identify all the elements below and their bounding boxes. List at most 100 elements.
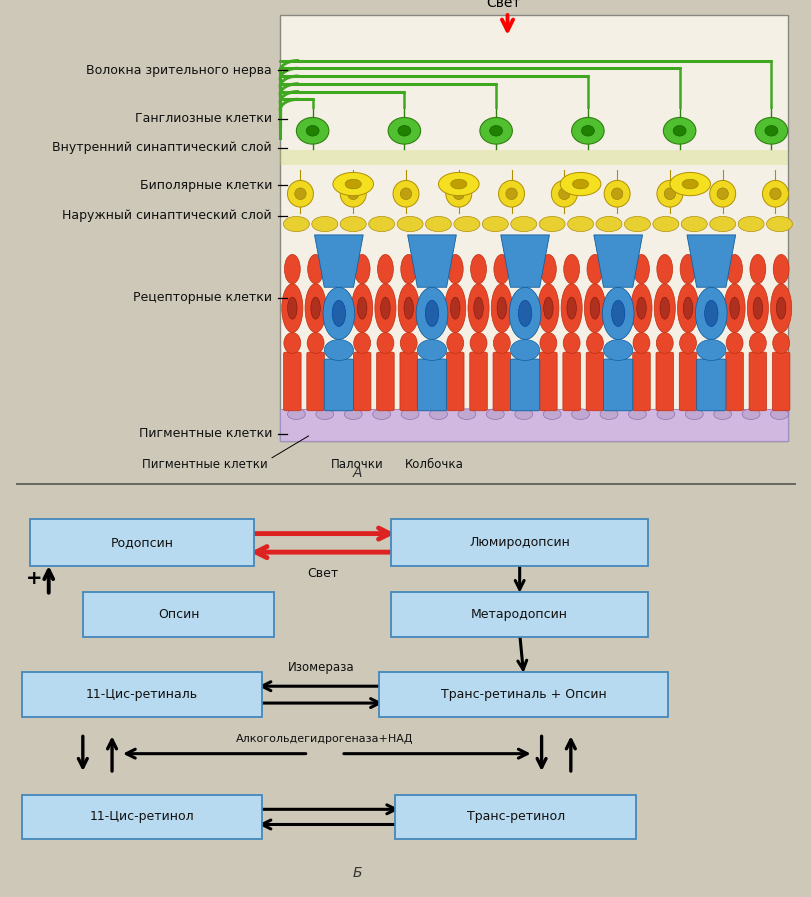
Ellipse shape [401,409,418,420]
Ellipse shape [624,216,650,231]
Ellipse shape [581,126,594,136]
Ellipse shape [333,172,373,196]
Ellipse shape [680,255,695,283]
Ellipse shape [380,297,390,319]
Ellipse shape [388,118,420,144]
Ellipse shape [537,283,558,333]
Ellipse shape [467,283,488,333]
Polygon shape [500,235,549,287]
Ellipse shape [764,126,777,136]
Ellipse shape [517,300,531,327]
FancyBboxPatch shape [379,672,667,717]
Ellipse shape [603,340,632,361]
FancyBboxPatch shape [22,672,262,717]
Ellipse shape [566,297,576,319]
Polygon shape [314,235,363,287]
Ellipse shape [628,409,646,420]
Ellipse shape [652,216,678,231]
Text: Опсин: Опсин [157,608,200,621]
Ellipse shape [453,216,479,231]
Ellipse shape [679,333,696,353]
Ellipse shape [457,409,475,420]
Ellipse shape [397,126,410,136]
Ellipse shape [595,216,621,231]
FancyBboxPatch shape [30,519,254,566]
Text: Транс-ретинол: Транс-ретинол [466,810,564,823]
Ellipse shape [636,297,646,319]
Ellipse shape [539,333,556,353]
Ellipse shape [560,283,581,333]
Ellipse shape [654,283,675,333]
Ellipse shape [281,283,303,333]
Ellipse shape [709,180,735,207]
Ellipse shape [296,118,328,144]
Ellipse shape [704,300,717,327]
FancyBboxPatch shape [400,352,417,411]
FancyBboxPatch shape [391,519,647,566]
Text: Транс-ретиналь + Опсин: Транс-ретиналь + Опсин [440,688,606,701]
Ellipse shape [770,409,787,420]
Ellipse shape [393,180,418,207]
Ellipse shape [324,340,353,361]
Ellipse shape [284,333,300,353]
Ellipse shape [543,297,552,319]
Ellipse shape [772,333,788,353]
Ellipse shape [445,180,471,207]
Ellipse shape [762,180,787,207]
Ellipse shape [682,297,692,319]
Ellipse shape [560,172,600,196]
FancyBboxPatch shape [539,352,556,411]
Ellipse shape [376,333,393,353]
Text: Люмиродопсин: Люмиродопсин [469,536,569,549]
Ellipse shape [672,126,685,136]
Ellipse shape [633,333,649,353]
FancyBboxPatch shape [83,592,274,637]
Ellipse shape [571,118,603,144]
Ellipse shape [508,287,540,340]
Ellipse shape [505,188,517,199]
Ellipse shape [540,255,556,283]
Ellipse shape [417,340,446,361]
Text: А: А [352,466,362,480]
Ellipse shape [563,333,579,353]
Ellipse shape [713,409,731,420]
Ellipse shape [775,297,785,319]
Ellipse shape [729,297,739,319]
Ellipse shape [479,118,512,144]
Ellipse shape [489,126,502,136]
Ellipse shape [429,409,447,420]
Ellipse shape [287,409,305,420]
Ellipse shape [558,188,569,199]
FancyBboxPatch shape [280,150,787,165]
FancyBboxPatch shape [562,352,580,411]
Ellipse shape [770,283,791,333]
Ellipse shape [772,255,788,283]
Ellipse shape [602,287,633,340]
Text: Внутренний синаптический слой: Внутренний синаптический слой [53,141,272,154]
Ellipse shape [354,333,370,353]
Polygon shape [686,235,735,287]
Ellipse shape [726,255,741,283]
Ellipse shape [584,283,605,333]
FancyBboxPatch shape [771,352,789,411]
Text: Палочки: Палочки [331,457,383,471]
FancyBboxPatch shape [280,14,787,440]
FancyBboxPatch shape [470,352,487,411]
Ellipse shape [510,340,539,361]
Text: Родопсин: Родопсин [110,536,174,549]
FancyBboxPatch shape [679,352,696,411]
Ellipse shape [749,255,765,283]
Ellipse shape [603,180,629,207]
Ellipse shape [425,216,451,231]
Text: Метародопсин: Метародопсин [470,608,568,621]
FancyBboxPatch shape [395,795,635,840]
Ellipse shape [340,216,366,231]
Ellipse shape [345,179,361,189]
Ellipse shape [340,180,366,207]
Ellipse shape [307,333,324,353]
Ellipse shape [397,216,423,231]
Ellipse shape [571,409,589,420]
Ellipse shape [486,409,504,420]
FancyBboxPatch shape [417,359,446,411]
FancyBboxPatch shape [492,352,510,411]
